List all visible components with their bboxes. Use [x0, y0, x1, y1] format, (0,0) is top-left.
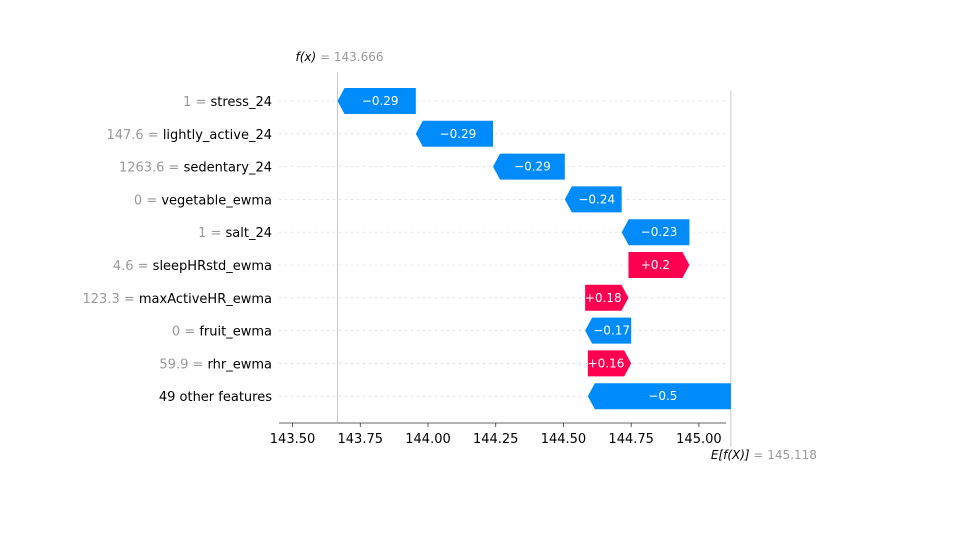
efx-argument: X — [731, 448, 741, 462]
negative-bar — [564, 186, 622, 213]
bar-value-label: +0.18 — [585, 291, 622, 305]
fx-argument: x — [303, 50, 312, 64]
feature-label: 4.6 = sleepHRstd_ewma — [113, 259, 272, 274]
feature-value-text: 4.6 = — [113, 259, 153, 274]
efx-function: f — [723, 448, 729, 462]
bars-layer: −0.29 −0.29 −0.29 −0.24 −0.23 +0.2 +0.18 −0.17 +… — [337, 88, 731, 410]
feature-label: 49 other features — [159, 390, 272, 405]
row-grid-lines — [279, 100, 726, 397]
feature-value-text: 59.9 = — [159, 357, 207, 372]
fx-function: f — [296, 50, 302, 64]
fx-annotation: f(x) = 143.666 — [296, 50, 384, 64]
feature-value-text: 0 = — [134, 193, 161, 208]
efx-paren: ( — [727, 448, 733, 462]
negative-bar — [621, 219, 690, 246]
feature-name: salt_24 — [226, 226, 273, 241]
bar-value-label: −0.24 — [578, 192, 615, 206]
bar-value-label: −0.29 — [514, 160, 551, 174]
efx-paren: ) — [739, 448, 745, 462]
efx-suffix: ] — [744, 448, 754, 462]
x-tick-label: 144.50 — [541, 432, 587, 447]
feature-label: 147.6 = lightly_active_24 — [106, 128, 272, 143]
bar-value-label: −0.17 — [593, 324, 630, 338]
bar-value-label: +0.2 — [641, 258, 670, 272]
negative-bar — [585, 317, 632, 344]
feature-label: 123.3 = maxActiveHR_ewma — [83, 292, 272, 307]
x-tick-label: 144.75 — [608, 432, 654, 447]
feature-label: 1 = stress_24 — [183, 95, 272, 110]
feature-label: 1263.6 = sedentary_24 — [119, 161, 272, 176]
x-tick-label: 144.00 — [405, 432, 451, 447]
bar-value-label: −0.23 — [641, 225, 678, 239]
x-tick-label: 143.50 — [270, 432, 316, 447]
x-tick-label: 144.25 — [473, 432, 519, 447]
feature-name: maxActiveHR_ewma — [139, 292, 272, 307]
feature-name: stress_24 — [210, 95, 272, 110]
feature-value-text: 123.3 = — [83, 292, 139, 307]
bar-value-label: −0.5 — [648, 389, 677, 403]
x-tick-label: 143.75 — [338, 432, 384, 447]
negative-bar — [587, 383, 731, 410]
feature-name: fruit_ewma — [199, 325, 272, 340]
feature-label: 1 = salt_24 — [198, 226, 272, 241]
feature-label: 0 = fruit_ewma — [172, 325, 272, 340]
negative-bar — [415, 120, 494, 147]
feature-name: sleepHRstd_ewma — [153, 259, 272, 274]
fx-paren: ) — [311, 50, 321, 64]
feature-value-text: 1 = — [198, 226, 225, 241]
feature-name: 49 other features — [159, 390, 272, 405]
x-tick-label: 145.00 — [676, 432, 722, 447]
feature-name: sedentary_24 — [184, 161, 272, 176]
positive-bar — [628, 252, 690, 278]
efx-annotation: E[f(X)] = 145.118 — [711, 448, 817, 462]
x-axis: 143.50 143.75 144.00 144.25 144.50 144.75 145.… — [270, 422, 726, 447]
fx-paren: ( — [300, 50, 306, 64]
feature-name: lightly_active_24 — [163, 128, 272, 143]
feature-name: vegetable_ewma — [161, 193, 272, 208]
feature-label: 0 = vegetable_ewma — [134, 193, 272, 208]
feature-value-text: 1 = — [183, 95, 210, 110]
feature-labels: 1 = stress_24 147.6 = lightly_active_24 12… — [83, 95, 273, 405]
bar-value-label: −0.29 — [362, 94, 399, 108]
efx-prefix: E[ — [711, 448, 725, 462]
positive-bar — [585, 284, 629, 311]
bar-value-label: −0.29 — [440, 127, 477, 141]
negative-bar — [493, 153, 565, 180]
feature-name: rhr_ewma — [208, 357, 272, 372]
positive-bar — [587, 350, 632, 377]
efx-value: = 145.118 — [753, 448, 817, 462]
feature-value-text: 0 = — [172, 325, 199, 340]
negative-bar — [337, 88, 416, 114]
feature-label: 59.9 = rhr_ewma — [159, 357, 272, 372]
feature-value-text: 147.6 = — [106, 128, 162, 143]
bar-value-label: +0.16 — [588, 356, 625, 370]
feature-value-text: 1263.6 = — [119, 161, 184, 176]
fx-value: = 143.666 — [320, 50, 384, 64]
